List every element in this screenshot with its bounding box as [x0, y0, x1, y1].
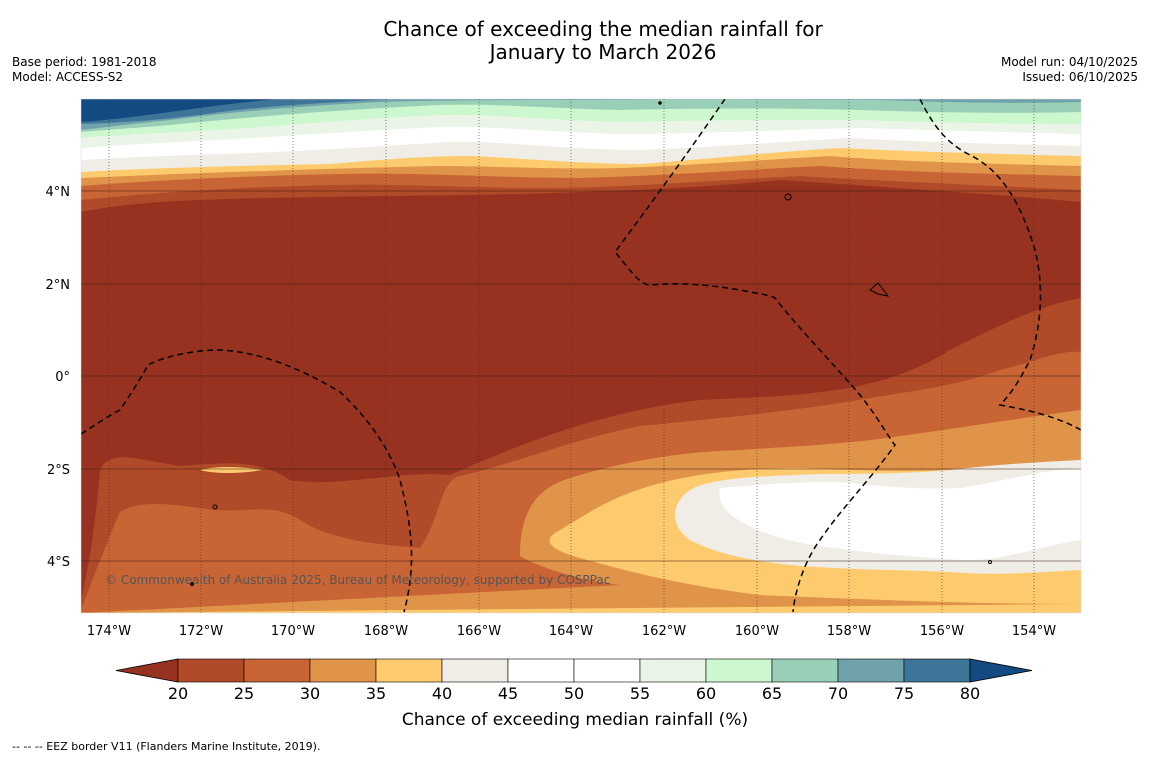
latitude-label: 4°N: [46, 185, 71, 200]
longitude-label: 154°W: [1012, 624, 1056, 639]
issued-date: Issued: 06/10/2025: [1022, 70, 1138, 84]
colorbar-tick-label: 45: [498, 684, 518, 703]
longitude-label: 174°W: [87, 624, 131, 639]
rainfall-map: © Commonwealth of Australia 2025, Bureau…: [46, 98, 1082, 703]
colorbar-tick-label: 80: [960, 684, 980, 703]
colorbar-segment: [309, 658, 377, 683]
model-name: Model: ACCESS-S2: [12, 70, 124, 84]
colorbar-segment: [771, 658, 839, 683]
latitude-label: 0°: [55, 370, 70, 385]
band-65-70-north: [81, 99, 1081, 132]
band-above-80-north: [81, 99, 280, 122]
contour-field: [81, 99, 1081, 613]
island-6: [658, 101, 662, 105]
colorbar-segment: [507, 658, 575, 683]
colorbar-segment: [177, 658, 245, 683]
map-title: Chance of exceeding the median rainfall …: [0, 18, 1150, 64]
band-35-40-south-islet: [200, 467, 262, 473]
footnote-eez: -- -- -- EEZ border V11 (Flanders Marine…: [12, 740, 321, 753]
colorbar-extend-high: [969, 658, 1033, 683]
colorbar-tick-label: 65: [762, 684, 782, 703]
colorbar-segment: [903, 658, 971, 683]
island-2: [869, 282, 890, 297]
colorbar-tick-label: 50: [564, 684, 584, 703]
meta-left: Base period: 1981-2018 Model: ACCESS-S2: [12, 55, 157, 85]
colorbar: [115, 658, 1033, 683]
colorbar-segment: [243, 658, 311, 683]
longitude-label: 172°W: [179, 624, 223, 639]
longitude-label: 162°W: [642, 624, 686, 639]
latitude-label: 2°S: [47, 463, 70, 478]
colorbar-segment: [639, 658, 707, 683]
title-line-2: January to March 2026: [489, 40, 717, 64]
colorbar-ticks: 20 25 30 35 40 45 50 55 60 65 70 75 80: [168, 684, 980, 703]
longitude-label: 158°W: [827, 624, 871, 639]
map-frame: [80, 98, 1082, 614]
colorbar-tick-label: 25: [234, 684, 254, 703]
colorbar-segment: [375, 658, 443, 683]
colorbar-segment: [837, 658, 905, 683]
copyright-text: © Commonwealth of Australia 2025, Bureau…: [105, 573, 610, 587]
colorbar-tick-label: 55: [630, 684, 650, 703]
island-3: [212, 504, 218, 510]
longitude-label: 160°W: [735, 624, 779, 639]
islands: [190, 101, 992, 586]
longitude-label: 168°W: [364, 624, 408, 639]
colorbar-tick-label: 40: [432, 684, 452, 703]
colorbar-tick-label: 20: [168, 684, 188, 703]
island-5: [988, 560, 992, 564]
longitude-label: 164°W: [549, 624, 593, 639]
eez-border-west: [81, 349, 413, 613]
colorbar-segment: [705, 658, 773, 683]
colorbar-tick-label: 30: [300, 684, 320, 703]
colorbar-segment: [441, 658, 509, 683]
island-1: [784, 193, 792, 201]
colorbar-extend-low: [115, 658, 179, 683]
longitude-label: 156°W: [920, 624, 964, 639]
colorbar-segment: [573, 658, 641, 683]
latitude-labels: 4°N 2°N 0° 2°S 4°S: [46, 185, 71, 570]
model-run-date: Model run: 04/10/2025: [1000, 55, 1138, 69]
band-45-55-south: [719, 468, 1081, 561]
colorbar-tick-label: 75: [894, 684, 914, 703]
eez-border-east: [614, 99, 896, 613]
colorbar-tick-label: 35: [366, 684, 386, 703]
longitude-label: 170°W: [271, 624, 315, 639]
colorbar-tick-label: 70: [828, 684, 848, 703]
base-period: Base period: 1981-2018: [12, 55, 157, 69]
title-line-1: Chance of exceeding the median rainfall …: [383, 17, 823, 41]
eez-borders: [81, 99, 1081, 613]
latitude-label: 2°N: [46, 278, 71, 293]
colorbar-label: Chance of exceeding median rainfall (%): [401, 710, 749, 730]
longitude-label: 166°W: [457, 624, 501, 639]
graticule: [81, 99, 1081, 613]
island-4: [190, 582, 194, 586]
longitude-labels: 174°W 172°W 170°W 168°W 166°W 164°W 162°W 160°W…: [87, 624, 1056, 639]
colorbar-tick-label: 60: [696, 684, 716, 703]
meta-right: Model run: 04/10/2025 Issued: 06/10/2025: [1001, 55, 1138, 85]
latitude-label: 4°S: [47, 555, 70, 570]
